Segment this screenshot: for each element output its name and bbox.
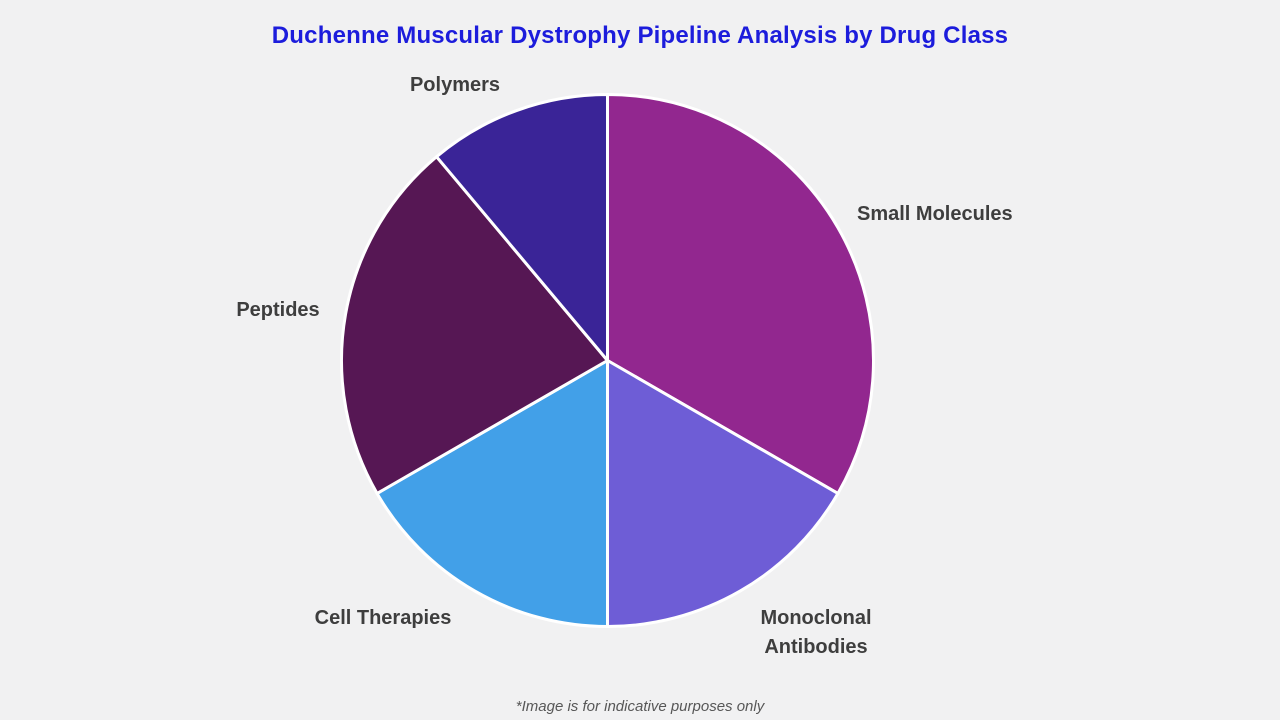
pie-slice-monoclonal-antibodies[interactable] bbox=[606, 359, 840, 628]
chart-title: Duchenne Muscular Dystrophy Pipeline Ana… bbox=[271, 22, 1009, 49]
slice-label-polymers: Polymers bbox=[409, 74, 501, 96]
indicative-footnote: *Image is for indicative purposes only bbox=[515, 698, 765, 715]
pie-slice-small-molecules[interactable] bbox=[606, 93, 875, 495]
pie-slice-polymers[interactable] bbox=[435, 93, 609, 362]
pie-slice-cell-therapies[interactable] bbox=[375, 359, 609, 628]
slice-label-cell-therapies: Cell Therapies bbox=[314, 607, 452, 629]
slice-label-monoclonal-antibodies: Monoclonal Antibodies bbox=[760, 607, 872, 658]
slice-label-peptides: Peptides bbox=[236, 299, 320, 321]
slice-label-small-molecules: Small Molecules bbox=[857, 203, 1013, 225]
pie-slice-peptides[interactable] bbox=[340, 155, 609, 495]
